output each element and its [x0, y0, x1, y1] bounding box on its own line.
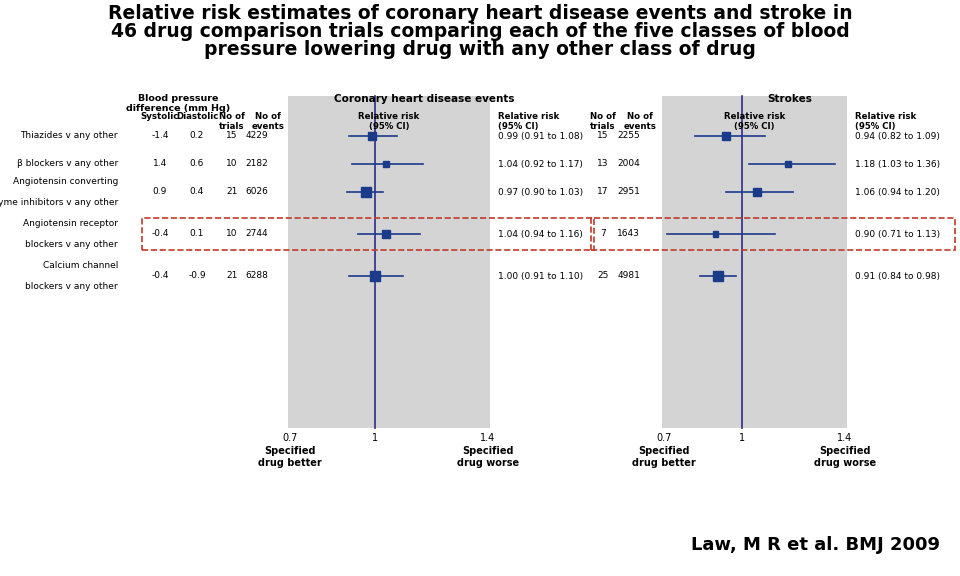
Text: Thiazides v any other: Thiazides v any other [20, 131, 118, 141]
Text: 0.1: 0.1 [190, 229, 204, 238]
Text: Law, M R et al. BMJ 2009: Law, M R et al. BMJ 2009 [691, 536, 940, 554]
Text: 10: 10 [227, 229, 238, 238]
Text: enzyme inhibitors v any other: enzyme inhibitors v any other [0, 198, 118, 207]
Text: Relative risk
(95% CI): Relative risk (95% CI) [724, 112, 785, 131]
Text: 2182: 2182 [245, 160, 268, 169]
Text: 0.9: 0.9 [153, 188, 167, 196]
Text: 17: 17 [597, 188, 609, 196]
Text: 1.04 (0.94 to 1.16): 1.04 (0.94 to 1.16) [498, 229, 583, 238]
Text: -0.9: -0.9 [188, 271, 205, 281]
Text: 6026: 6026 [245, 188, 268, 196]
Text: 1.4: 1.4 [153, 160, 167, 169]
Text: blockers v any other: blockers v any other [25, 282, 118, 291]
Text: 1: 1 [372, 433, 378, 443]
Text: -0.4: -0.4 [152, 271, 169, 281]
Bar [713, 231, 718, 237]
Bar [361, 187, 372, 197]
Bar [142, 218, 594, 250]
Text: Blood pressure
difference (mm Hg): Blood pressure difference (mm Hg) [126, 94, 230, 113]
Text: 21: 21 [227, 271, 238, 281]
Text: 2255: 2255 [617, 131, 640, 141]
Text: 7: 7 [600, 229, 606, 238]
Text: 0.97 (0.90 to 1.03): 0.97 (0.90 to 1.03) [498, 188, 583, 196]
Bar [662, 96, 847, 428]
Text: Strokes: Strokes [767, 94, 812, 104]
Text: 1.18 (1.03 to 1.36): 1.18 (1.03 to 1.36) [855, 160, 940, 169]
Text: 15: 15 [227, 131, 238, 141]
Text: 1.4: 1.4 [837, 433, 852, 443]
Bar [383, 161, 390, 167]
Text: 46 drug comparison trials comparing each of the five classes of blood: 46 drug comparison trials comparing each… [110, 22, 850, 41]
Text: Specified
drug worse: Specified drug worse [457, 446, 519, 468]
Text: 1643: 1643 [617, 229, 640, 238]
Text: No of
events: No of events [624, 112, 657, 131]
Text: Relative risk
(95% CI): Relative risk (95% CI) [358, 112, 420, 131]
Bar [368, 132, 376, 140]
Bar [713, 271, 723, 281]
Bar [382, 230, 390, 238]
Text: 1.4: 1.4 [480, 433, 495, 443]
Text: 2744: 2744 [246, 229, 268, 238]
Text: 0.90 (0.71 to 1.13): 0.90 (0.71 to 1.13) [855, 229, 940, 238]
Bar [288, 96, 490, 428]
Text: 0.7: 0.7 [657, 433, 672, 443]
Text: No of
trials: No of trials [219, 112, 245, 131]
Text: Angiotensin converting: Angiotensin converting [12, 177, 118, 186]
Text: Systolic: Systolic [141, 112, 180, 121]
Text: Coronary heart disease events: Coronary heart disease events [334, 94, 515, 104]
Bar [591, 218, 955, 250]
Text: 0.99 (0.91 to 1.08): 0.99 (0.91 to 1.08) [498, 131, 583, 141]
Text: 21: 21 [227, 188, 238, 196]
Text: 0.7: 0.7 [282, 433, 298, 443]
Text: Specified
drug better: Specified drug better [258, 446, 322, 468]
Text: Angiotensin receptor: Angiotensin receptor [23, 219, 118, 228]
Text: 1.06 (0.94 to 1.20): 1.06 (0.94 to 1.20) [855, 188, 940, 196]
Text: -1.4: -1.4 [152, 131, 169, 141]
Text: pressure lowering drug with any other class of drug: pressure lowering drug with any other cl… [204, 40, 756, 59]
Text: 4981: 4981 [617, 271, 640, 281]
Text: 0.91 (0.84 to 0.98): 0.91 (0.84 to 0.98) [855, 271, 940, 281]
Text: β blockers v any other: β blockers v any other [16, 160, 118, 169]
Text: Calcium channel: Calcium channel [42, 261, 118, 270]
Text: 2004: 2004 [617, 160, 640, 169]
Text: Specified
drug worse: Specified drug worse [814, 446, 876, 468]
Text: Specified
drug better: Specified drug better [632, 446, 696, 468]
Text: 13: 13 [597, 160, 609, 169]
Bar [370, 271, 380, 281]
Text: 4229: 4229 [246, 131, 268, 141]
Text: 1.00 (0.91 to 1.10): 1.00 (0.91 to 1.10) [498, 271, 583, 281]
Text: No of
trials: No of trials [590, 112, 616, 131]
Text: 10: 10 [227, 160, 238, 169]
Text: -0.4: -0.4 [152, 229, 169, 238]
Text: Relative risk estimates of coronary heart disease events and stroke in: Relative risk estimates of coronary hear… [108, 4, 852, 23]
Text: 15: 15 [597, 131, 609, 141]
Text: Diastolic: Diastolic [176, 112, 218, 121]
Text: 0.2: 0.2 [190, 131, 204, 141]
Text: 0.94 (0.82 to 1.09): 0.94 (0.82 to 1.09) [855, 131, 940, 141]
Text: 0.4: 0.4 [190, 188, 204, 196]
Text: 6288: 6288 [245, 271, 268, 281]
Bar [753, 188, 761, 196]
Bar [785, 161, 791, 167]
Text: 1.04 (0.92 to 1.17): 1.04 (0.92 to 1.17) [498, 160, 583, 169]
Text: 0.6: 0.6 [190, 160, 204, 169]
Text: 25: 25 [597, 271, 609, 281]
Text: blockers v any other: blockers v any other [25, 240, 118, 249]
Bar [722, 132, 730, 140]
Text: 2951: 2951 [617, 188, 640, 196]
Text: Relative risk
(95% CI): Relative risk (95% CI) [498, 112, 560, 131]
Text: Relative risk
(95% CI): Relative risk (95% CI) [855, 112, 917, 131]
Text: No of
events: No of events [252, 112, 284, 131]
Text: 1: 1 [738, 433, 745, 443]
